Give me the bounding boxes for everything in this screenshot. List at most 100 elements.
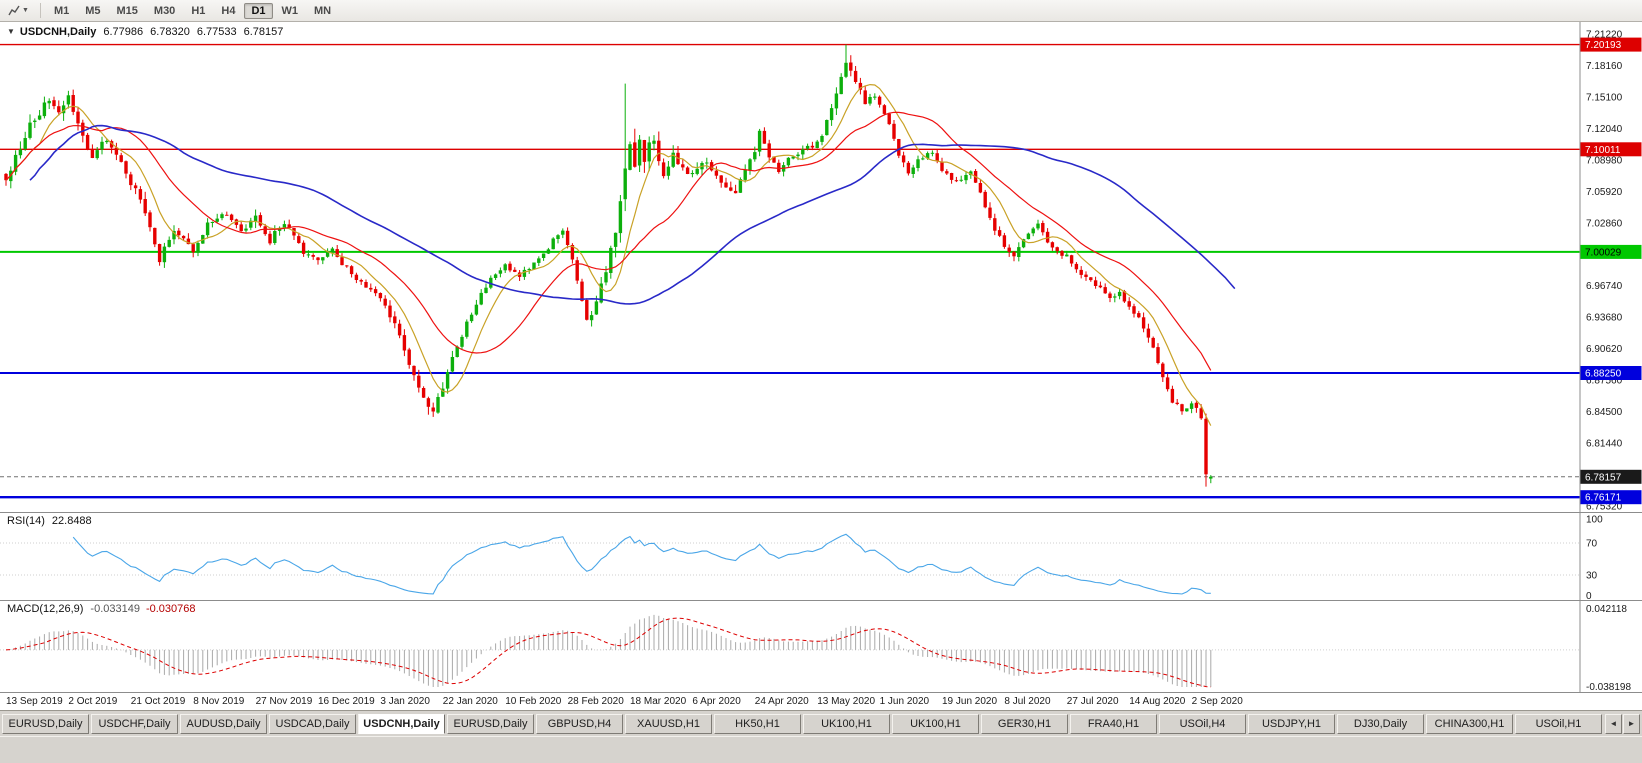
chart-tab-usoil-h4[interactable]: USOil,H4	[1159, 714, 1246, 734]
chart-symbol-period: USDCNH,Daily	[19, 26, 97, 38]
chart-tab-eurusd-daily[interactable]: EURUSD,Daily	[447, 714, 534, 734]
date-label: 21 Oct 2019	[130, 696, 186, 707]
date-label: 24 Apr 2020	[754, 696, 809, 707]
ma-mid-line	[5, 111, 1212, 371]
timeframe-button-mn[interactable]: MN	[307, 3, 338, 19]
timeframe-button-m30[interactable]: M30	[147, 3, 182, 19]
svg-text:6.81440: 6.81440	[1586, 439, 1623, 450]
svg-text:6.93680: 6.93680	[1586, 313, 1623, 324]
price-tag-6.76171: 6.76171	[1580, 490, 1642, 505]
chart-tab-gbpusd-h4[interactable]: GBPUSD,H4	[536, 714, 623, 734]
chart-tab-hk50-h1[interactable]: HK50,H1	[714, 714, 801, 734]
svg-text:6.87560: 6.87560	[1586, 376, 1623, 387]
svg-text:6.75320: 6.75320	[1586, 502, 1623, 513]
chart-tab-usdcad-daily[interactable]: USDCAD,Daily	[269, 714, 356, 734]
price-tag-6.88250: 6.88250	[1580, 366, 1642, 380]
svg-text:7.21220: 7.21220	[1586, 30, 1623, 41]
rsi-canvas[interactable]: 100 70 30 0	[0, 513, 1642, 600]
timeframe-buttons: M1 M5 M15 M30 H1 H4 D1 W1 MN	[46, 2, 339, 19]
timeframe-button-d1[interactable]: D1	[244, 2, 273, 19]
macd-histogram	[10, 614, 1212, 687]
date-label: 27 Nov 2019	[255, 696, 313, 707]
chart-tab-uk100-h1[interactable]: UK100,H1	[803, 714, 890, 734]
price-axis[interactable]	[1580, 22, 1642, 692]
chart-tab-xauusd-h1[interactable]: XAUUSD,H1	[625, 714, 712, 734]
one-click-trading-expander-icon[interactable]: ▼	[7, 27, 15, 36]
date-label: 10 Feb 2020	[505, 696, 562, 707]
svg-text:6.90620: 6.90620	[1586, 344, 1623, 355]
candles	[4, 44, 1213, 487]
svg-text:6.88250: 6.88250	[1585, 369, 1622, 380]
svg-text:6.76171: 6.76171	[1585, 493, 1622, 504]
price-tag-7.00029: 7.00029	[1580, 244, 1642, 259]
chart-tab-eurusd-daily[interactable]: EURUSD,Daily	[2, 714, 89, 734]
date-label: 16 Dec 2019	[318, 696, 375, 707]
timeframe-button-m5[interactable]: M5	[78, 3, 107, 19]
timeframe-button-h4[interactable]: H4	[214, 3, 242, 19]
date-label: 3 Jan 2020	[380, 696, 430, 707]
rsi-line	[72, 533, 1211, 595]
rsi-axis-ticks: 100 70 30 0	[1586, 515, 1603, 601]
toolbar-separator	[39, 3, 41, 18]
chart-tab-uk100-h1[interactable]: UK100,H1	[892, 714, 979, 734]
chart-tab-usdchf-daily[interactable]: USDCHF,Daily	[91, 714, 178, 734]
chart-tab-china300-h1[interactable]: CHINA300,H1	[1426, 714, 1513, 734]
date-label: 14 Aug 2020	[1129, 696, 1186, 707]
ma-slow-line	[29, 124, 1236, 305]
date-label: 8 Jul 2020	[1004, 696, 1051, 707]
timeframe-button-m15[interactable]: M15	[110, 3, 145, 19]
svg-text:0.042118: 0.042118	[1586, 604, 1627, 615]
date-label: 13 May 2020	[817, 696, 876, 707]
svg-text:7.02860: 7.02860	[1586, 218, 1623, 229]
timeframe-toolbar: ▼ M1 M5 M15 M30 H1 H4 D1 W1 MN	[0, 0, 1642, 22]
svg-text:7.08980: 7.08980	[1586, 155, 1623, 166]
svg-text:0: 0	[1586, 591, 1592, 600]
svg-text:6.84500: 6.84500	[1586, 407, 1623, 418]
svg-text:7.12040: 7.12040	[1586, 124, 1623, 135]
chart-tab-usoil-h1[interactable]: USOil,H1	[1515, 714, 1602, 734]
macd-signal-line	[5, 617, 1211, 688]
svg-text:7.20193: 7.20193	[1585, 40, 1622, 51]
date-label: 8 Nov 2019	[193, 696, 245, 707]
date-label: 2 Oct 2019	[68, 696, 118, 707]
svg-text:7.00029: 7.00029	[1585, 247, 1622, 258]
tab-scroll-left-button[interactable]: ◄	[1605, 714, 1622, 734]
ohlc-low: 6.77533	[196, 26, 237, 38]
dropdown-caret-icon[interactable]: ▼	[22, 7, 29, 14]
date-axis[interactable]: 13 Sep 2019 2 Oct 2019 21 Oct 2019 8 Nov 20…	[0, 692, 1642, 710]
svg-text:7.15100: 7.15100	[1586, 92, 1623, 103]
ma-fast-line	[5, 83, 1212, 426]
timeframe-button-m1[interactable]: M1	[47, 3, 76, 19]
chart-tab-ger30-h1[interactable]: GER30,H1	[981, 714, 1068, 734]
chart-tab-usdjpy-h1[interactable]: USDJPY,H1	[1248, 714, 1335, 734]
chart-tab-audusd-daily[interactable]: AUDUSD,Daily	[180, 714, 267, 734]
ohlc-high: 6.78320	[150, 26, 190, 38]
svg-text:7.10011: 7.10011	[1585, 145, 1621, 156]
macd-signal-value: -0.030768	[145, 603, 196, 615]
rsi-label: RSI(14)	[7, 515, 45, 527]
status-bar	[0, 736, 1642, 763]
tab-scroll-right-button[interactable]: ►	[1623, 714, 1640, 734]
main-chart-canvas[interactable]: 7.21220 7.18160 7.15100 7.12040 7.08980 7.059…	[0, 22, 1642, 512]
macd-canvas[interactable]: 0.042118 -0.038198	[0, 601, 1642, 692]
rsi-indicator-panel: 100 70 30 0 RSI(14) 22.8488	[0, 512, 1642, 600]
date-label: 28 Feb 2020	[567, 696, 624, 707]
macd-label: MACD(12,26,9)	[7, 603, 84, 615]
svg-text:6.96740: 6.96740	[1586, 281, 1623, 292]
price-tag-7.20193: 7.20193	[1580, 37, 1642, 52]
chart-tab-usdcnh-daily[interactable]: USDCNH,Daily	[358, 714, 445, 734]
date-label: 1 Jun 2020	[879, 696, 930, 707]
macd-axis-ticks: 0.042118 -0.038198	[1586, 604, 1631, 692]
price-tag-7.10011: 7.10011	[1580, 142, 1642, 157]
timeframe-button-w1[interactable]: W1	[275, 3, 306, 19]
svg-text:70: 70	[1586, 539, 1598, 550]
timeframe-button-h1[interactable]: H1	[184, 3, 212, 19]
line-chart-tool-icon[interactable]	[4, 2, 24, 20]
svg-text:100: 100	[1586, 515, 1603, 526]
date-label: 22 Jan 2020	[442, 696, 498, 707]
rsi-legend: RSI(14) 22.8488	[7, 515, 92, 527]
svg-text:-0.038198: -0.038198	[1586, 682, 1631, 692]
chart-tab-fra40-h1[interactable]: FRA40,H1	[1070, 714, 1157, 734]
chart-tab-dj30-daily[interactable]: DJ30,Daily	[1337, 714, 1424, 734]
